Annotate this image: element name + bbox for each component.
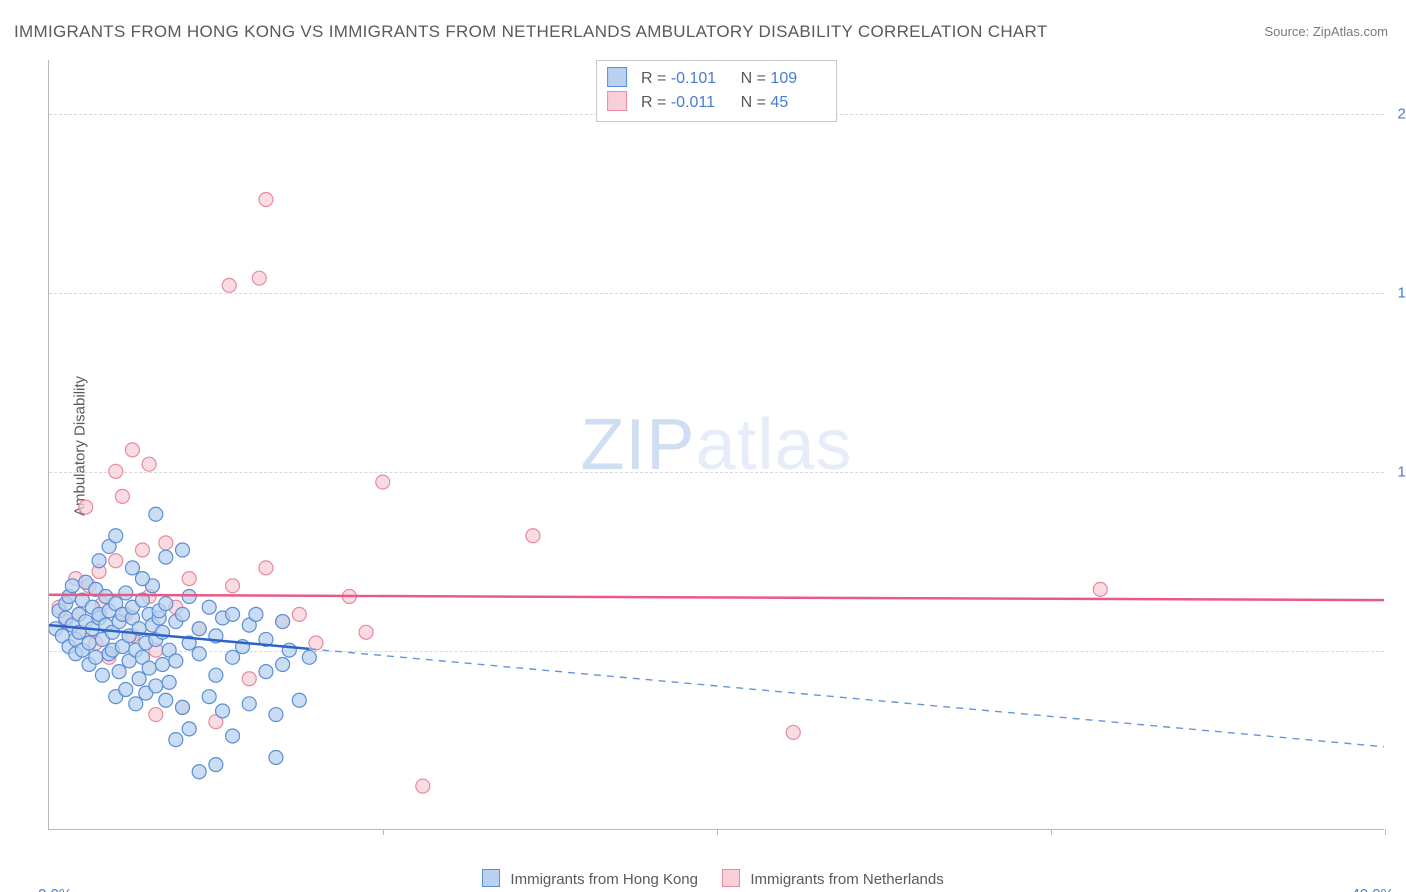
y-tick-label: 20.0%: [1392, 105, 1406, 122]
plot-area: ZIPatlas R = -0.101 N = 109 R = -0.011 N…: [48, 60, 1384, 830]
chart-title: IMMIGRANTS FROM HONG KONG VS IMMIGRANTS …: [14, 22, 1048, 42]
y-tick-label: 15.0%: [1392, 284, 1406, 301]
legend-swatch-2-icon: [722, 869, 740, 887]
swatch-series-2-icon: [607, 91, 627, 111]
chart-container: IMMIGRANTS FROM HONG KONG VS IMMIGRANTS …: [0, 0, 1406, 892]
stats-legend-box: R = -0.101 N = 109 R = -0.011 N = 45: [596, 60, 838, 122]
x-tick: [1385, 829, 1386, 835]
stats-row-series-2: R = -0.011 N = 45: [607, 91, 823, 115]
y-tick-label: 10.0%: [1392, 463, 1406, 480]
source-label: Source: ZipAtlas.com: [1264, 24, 1388, 39]
legend-label-2: Immigrants from Netherlands: [750, 871, 943, 888]
chart-svg: [49, 60, 1384, 829]
stats-row-series-1: R = -0.101 N = 109: [607, 67, 823, 91]
x-tick: [1051, 829, 1052, 835]
legend-swatch-1-icon: [482, 869, 500, 887]
x-tick: [717, 829, 718, 835]
bottom-legend: Immigrants from Hong Kong Immigrants fro…: [0, 869, 1406, 888]
legend-label-1: Immigrants from Hong Kong: [510, 871, 698, 888]
y-tick-label: 5.0%: [1392, 642, 1406, 659]
x-tick: [383, 829, 384, 835]
swatch-series-1-icon: [607, 67, 627, 87]
